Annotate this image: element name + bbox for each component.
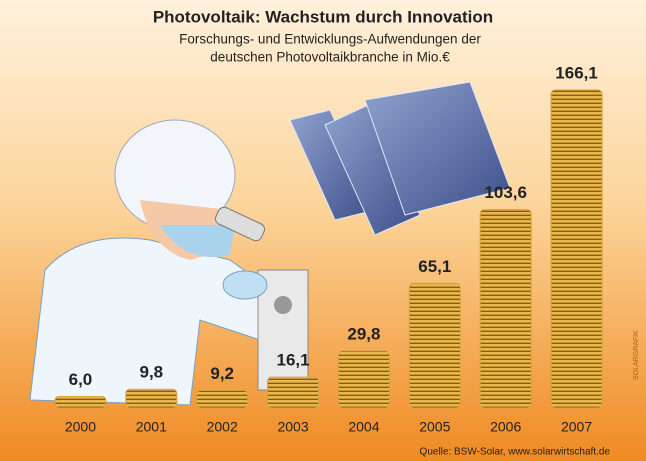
bar — [55, 397, 106, 408]
x-tick-label: 2005 — [419, 419, 450, 435]
bar — [338, 351, 389, 408]
bar — [197, 390, 248, 408]
x-tick-label: 2003 — [277, 419, 308, 435]
value-label: 9,8 — [139, 363, 163, 382]
value-label: 6,0 — [69, 370, 93, 389]
x-tick-label: 2007 — [561, 419, 592, 435]
value-label: 16,1 — [277, 351, 310, 370]
bar — [409, 283, 460, 408]
x-tick-label: 2004 — [348, 419, 379, 435]
bar — [480, 210, 531, 408]
chart-title: Photovoltaik: Wachstum durch Innovation — [153, 7, 493, 26]
x-tick-label: 2002 — [207, 419, 238, 435]
value-label: 65,1 — [418, 257, 451, 276]
value-label: 9,2 — [210, 364, 234, 383]
x-tick-label: 2000 — [65, 419, 96, 435]
x-tick-label: 2001 — [136, 419, 167, 435]
value-label: 29,8 — [347, 324, 380, 343]
source: Quelle: BSW-Solar, www.solarwirtschaft.d… — [420, 447, 611, 458]
chart-subtitle: Forschungs- und Entwicklungs-Aufwendunge… — [179, 32, 481, 47]
chart-subtitle: deutschen Photovoltaikbranche in Mio.€ — [210, 50, 450, 65]
bar — [268, 377, 319, 408]
bar — [551, 90, 602, 408]
x-tick-label: 2006 — [490, 419, 521, 435]
value-label: 103,6 — [484, 183, 527, 202]
credit: SOLARGRAFIK — [633, 330, 640, 380]
chart: Photovoltaik: Wachstum durch Innovation … — [0, 0, 646, 461]
bar — [126, 389, 177, 408]
value-label: 166,1 — [555, 63, 598, 82]
